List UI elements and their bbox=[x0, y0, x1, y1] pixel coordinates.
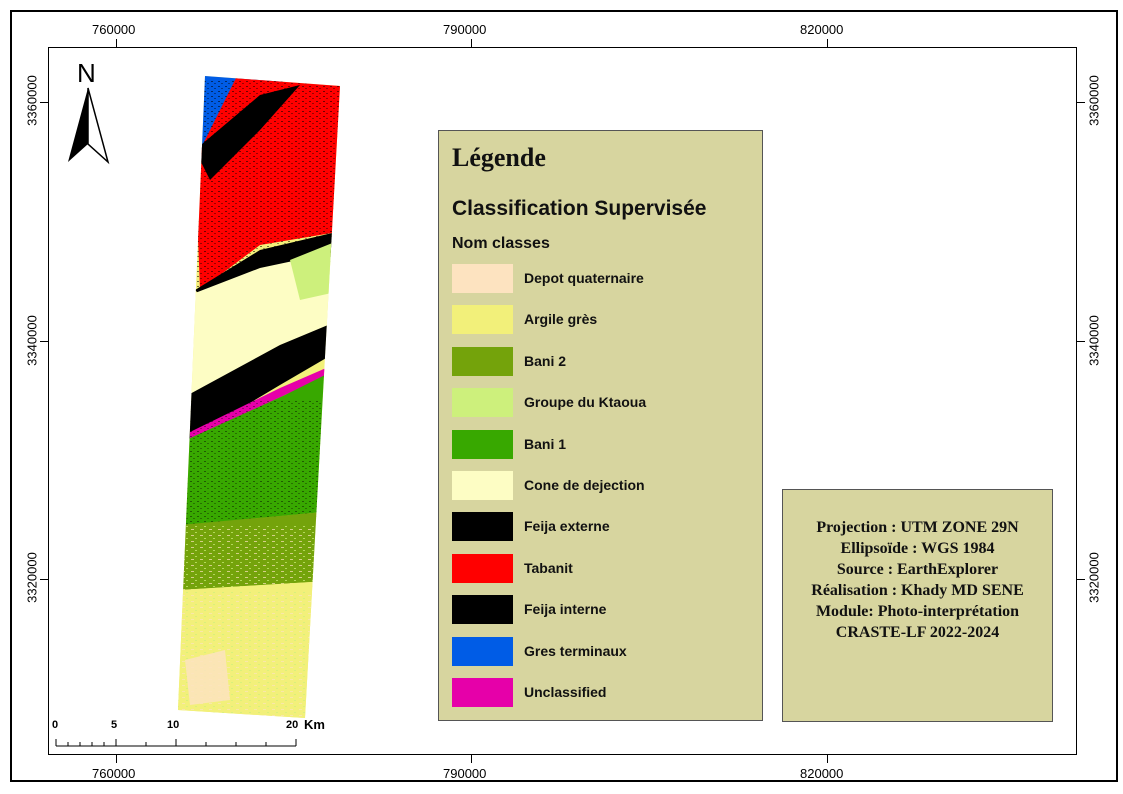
legend-item-label: Groupe du Ktaoua bbox=[524, 394, 647, 410]
legend-item-label: Bani 1 bbox=[524, 436, 567, 452]
map-credits-panel: Projection : UTM ZONE 29N Ellipsoïde : W… bbox=[782, 489, 1053, 722]
legend-item: Unclassified bbox=[452, 678, 752, 708]
legend-swatch bbox=[452, 595, 513, 624]
grid-label-top-760000: 760000 bbox=[92, 22, 136, 37]
legend-item-label: Cone de dejection bbox=[524, 477, 645, 493]
legend-swatch bbox=[452, 388, 513, 417]
grid-tick bbox=[116, 39, 117, 47]
north-arrow-label: N bbox=[77, 58, 96, 88]
scale-bar: 0 5 10 20 Km bbox=[50, 716, 340, 752]
grid-label-top-820000: 820000 bbox=[800, 22, 844, 37]
scale-tick-label: 0 bbox=[52, 719, 59, 731]
grid-tick bbox=[1077, 102, 1085, 103]
grid-label-bottom-760000: 760000 bbox=[92, 766, 136, 781]
legend-item-label: Feija interne bbox=[524, 601, 607, 617]
grid-tick bbox=[827, 39, 828, 47]
legend-swatch bbox=[452, 471, 513, 500]
legend-swatch bbox=[452, 678, 513, 707]
legend-panel: Légende Classification Supervisée Nom cl… bbox=[438, 130, 763, 721]
legend-swatch bbox=[452, 554, 513, 583]
legend-item: Bani 2 bbox=[452, 347, 752, 377]
legend-item-label: Gres terminaux bbox=[524, 643, 627, 659]
legend-item: Feija externe bbox=[452, 512, 752, 542]
scale-unit-label: Km bbox=[304, 717, 325, 732]
legend-item: Cone de dejection bbox=[452, 471, 752, 501]
grid-tick bbox=[40, 102, 48, 103]
north-arrow-icon bbox=[68, 87, 110, 165]
raster-texture-bani-2 bbox=[180, 525, 340, 590]
legend-item: Tabanit bbox=[452, 554, 752, 584]
legend-item-label: Tabanit bbox=[524, 560, 573, 576]
legend-swatch bbox=[452, 430, 513, 459]
legend-swatch bbox=[452, 264, 513, 293]
grid-label-bottom-790000: 790000 bbox=[443, 766, 487, 781]
credit-source: Source : EarthExplorer bbox=[836, 561, 999, 578]
scale-tick-label: 20 bbox=[286, 719, 299, 731]
legend-swatch bbox=[452, 305, 513, 334]
raster-zone-depot-quaternaire bbox=[185, 650, 230, 705]
legend-item: Groupe du Ktaoua bbox=[452, 388, 752, 418]
grid-tick bbox=[827, 755, 828, 763]
credit-author: Réalisation : Khady MD SENE bbox=[811, 582, 1024, 599]
legend-item-label: Unclassified bbox=[524, 684, 607, 700]
legend-group-label: Nom classes bbox=[452, 235, 550, 252]
legend-item-label: Depot quaternaire bbox=[524, 270, 644, 286]
grid-label-top-790000: 790000 bbox=[443, 22, 487, 37]
legend-title: Légende bbox=[452, 143, 546, 172]
grid-tick bbox=[1077, 341, 1085, 342]
credit-ellipsoid: Ellipsoïde : WGS 1984 bbox=[840, 540, 995, 557]
scale-tick-label: 5 bbox=[111, 719, 118, 731]
legend-item-label: Feija externe bbox=[524, 518, 610, 534]
grid-label-bottom-820000: 820000 bbox=[800, 766, 844, 781]
grid-tick bbox=[40, 341, 48, 342]
scale-bar-graphic bbox=[55, 739, 297, 747]
credit-module: Module: Photo-interprétation bbox=[815, 603, 1020, 620]
legend-item: Feija interne bbox=[452, 595, 752, 625]
legend-swatch bbox=[452, 512, 513, 541]
map-outer-frame bbox=[10, 10, 1118, 782]
grid-tick bbox=[1077, 579, 1085, 580]
legend-item: Gres terminaux bbox=[452, 637, 752, 667]
grid-tick bbox=[471, 755, 472, 763]
grid-tick bbox=[40, 579, 48, 580]
north-arrow: N bbox=[64, 58, 112, 166]
legend-item-label: Argile grès bbox=[524, 311, 598, 327]
legend-item: Bani 1 bbox=[452, 430, 752, 460]
credit-program: CRASTE-LF 2022-2024 bbox=[835, 624, 1000, 641]
legend-swatch bbox=[452, 637, 513, 666]
scale-tick-label: 10 bbox=[167, 719, 180, 731]
raster-texture-bani bbox=[186, 400, 340, 525]
legend-item: Argile grès bbox=[452, 305, 752, 335]
legend-item-label: Bani 2 bbox=[524, 353, 567, 369]
credit-projection: Projection : UTM ZONE 29N bbox=[816, 519, 1019, 536]
legend-swatch bbox=[452, 347, 513, 376]
legend-subtitle: Classification Supervisée bbox=[452, 197, 707, 220]
grid-tick bbox=[116, 755, 117, 763]
grid-tick bbox=[471, 39, 472, 47]
map-data-frame bbox=[48, 47, 1077, 755]
legend-item: Depot quaternaire bbox=[452, 264, 752, 294]
